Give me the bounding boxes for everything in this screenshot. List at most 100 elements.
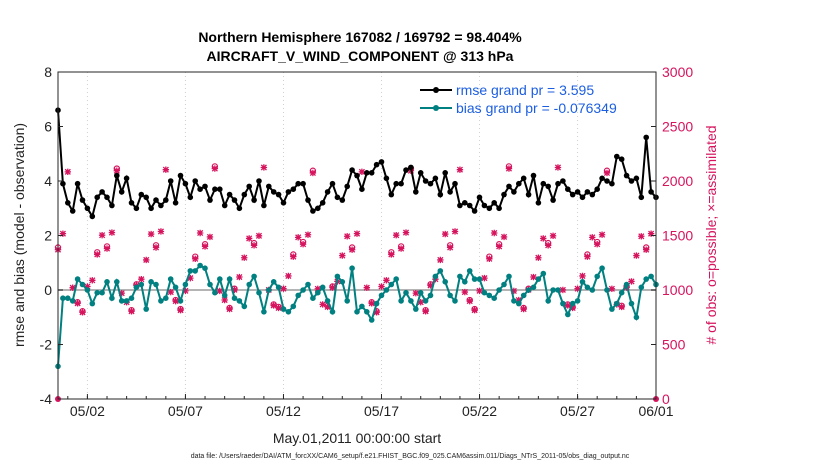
obs-assimilated-marker <box>182 287 189 295</box>
obs-assimilated-marker <box>544 242 552 249</box>
rmse-point <box>128 200 135 206</box>
rmse-point <box>609 180 615 187</box>
bias-point <box>413 306 419 312</box>
bias-point <box>310 295 316 302</box>
bias-point <box>648 273 654 280</box>
obs-assimilated-marker <box>84 283 91 290</box>
obs-assimilated-marker <box>216 287 223 295</box>
bias-point <box>623 281 630 288</box>
bias-point <box>486 292 493 299</box>
bias-point <box>104 279 110 285</box>
obs-assimilated-marker <box>211 165 219 172</box>
bias-point <box>462 279 468 285</box>
obs-assimilated-marker <box>593 241 601 248</box>
obs-assimilated-marker <box>339 252 346 259</box>
rmse-point <box>565 186 571 192</box>
rmse-point <box>172 200 179 206</box>
obs-assimilated-marker <box>466 297 473 305</box>
rmse-point <box>388 191 395 198</box>
rmse-point <box>123 175 130 182</box>
obs-assimilated-marker <box>162 166 170 173</box>
y-right-tick-label: 2500 <box>662 119 693 135</box>
bias-point <box>614 300 620 307</box>
bias-point <box>158 298 164 304</box>
rmse-point <box>158 202 164 209</box>
bias-point <box>457 273 463 280</box>
bias-point <box>373 300 380 307</box>
obs-assimilated-marker <box>486 255 493 263</box>
bias-point <box>69 298 76 304</box>
bias-point <box>65 295 71 302</box>
obs-assimilated-marker <box>598 231 606 238</box>
rmse-point <box>623 172 630 179</box>
bias-point <box>202 265 208 272</box>
rmse-point <box>383 175 390 182</box>
obs-assimilated-marker <box>495 243 503 250</box>
obs-assimilated-marker <box>603 169 611 177</box>
bias-point <box>133 284 140 291</box>
rmse-point <box>540 180 547 187</box>
rmse-point <box>516 180 522 187</box>
obs-assimilated-marker <box>642 246 650 253</box>
rmse-point <box>251 197 257 203</box>
rmse-point <box>163 197 169 203</box>
bias-point <box>153 281 159 288</box>
bias-point <box>99 289 105 296</box>
obs-assimilated-marker <box>569 304 576 312</box>
rmse-point <box>84 205 91 212</box>
y-axis-left-label: rmse and bias (model - observation) <box>11 123 27 347</box>
legend: rmse grand pr = 3.595 bias grand pr = -0… <box>420 82 617 116</box>
obs-assimilated-marker <box>324 303 331 311</box>
obs-assimilated-marker <box>113 167 121 174</box>
bias-point <box>403 289 409 296</box>
bias-point <box>491 295 498 302</box>
obs-assimilated-marker <box>138 276 145 283</box>
bias-point <box>535 276 542 282</box>
obs-assimilated-marker <box>143 256 150 264</box>
rmse-point <box>344 183 351 190</box>
obs-assimilated-marker <box>255 232 263 240</box>
obs-assimilated-marker <box>128 308 135 315</box>
obs-assimilated-marker <box>196 229 204 237</box>
obs-assimilated-marker <box>152 244 160 251</box>
x-tick-label: 05/02 <box>70 403 105 419</box>
rmse-point <box>202 183 208 190</box>
rmse-point <box>79 197 86 203</box>
obs-assimilated-marker <box>456 166 464 173</box>
bias-point <box>315 289 321 296</box>
obs-assimilated-marker <box>192 255 199 263</box>
rmse-point <box>520 175 527 182</box>
y-left-tick-label: 4 <box>44 173 52 189</box>
obs-assimilated-marker <box>290 253 297 260</box>
obs-assimilated-marker <box>294 234 302 241</box>
bias-point <box>378 292 385 299</box>
obs-assimilated-marker <box>89 277 96 284</box>
obs-assimilated-marker <box>574 285 581 292</box>
bias-point <box>84 287 91 293</box>
rmse-point <box>300 180 306 187</box>
y-right-tick-label: 2000 <box>662 173 693 189</box>
chart-title: Northern Hemisphere 167082 / 169792 = 98… <box>198 29 522 64</box>
bias-point <box>466 268 473 274</box>
rmse-point <box>604 178 610 184</box>
bias-point <box>305 281 311 288</box>
rmse-point <box>579 194 586 201</box>
rmse-point <box>633 175 640 182</box>
bias-point <box>511 298 517 304</box>
y-left-tick-label: 0 <box>44 282 52 298</box>
x-tick-label: 05/07 <box>168 403 203 419</box>
obs-assimilated-marker <box>412 289 420 297</box>
rmse-point <box>476 194 483 201</box>
obs-assimilated-marker <box>535 254 542 261</box>
bias-point <box>599 265 605 272</box>
obs-assimilated-marker <box>167 288 174 296</box>
bias-point <box>584 284 591 291</box>
obs-assimilated-marker <box>187 274 194 282</box>
x-axis: 05/02 05/07 05/12 05/17 05/22 05/27 06/01 <box>67 394 674 419</box>
obs-assimilated-marker <box>299 241 307 248</box>
obs-assimilated-marker <box>554 164 562 171</box>
y-right-tick-label: 500 <box>662 337 686 353</box>
legend-rmse-label: rmse grand pr = 3.595 <box>456 82 594 98</box>
bias-point <box>589 287 596 293</box>
bias-point <box>344 298 351 304</box>
